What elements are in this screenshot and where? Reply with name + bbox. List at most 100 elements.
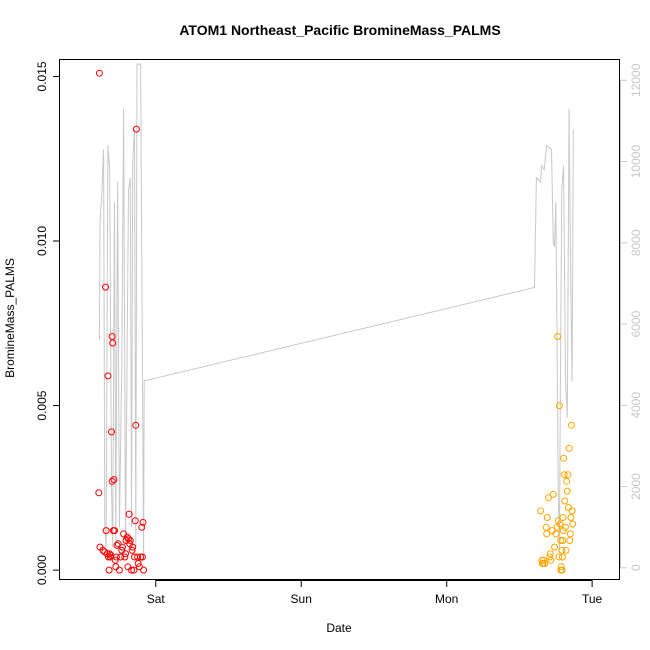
data-point [110,476,118,484]
data-point [566,530,574,538]
x-tick-label: Tue [582,592,603,606]
data-point [558,553,566,561]
data-point [545,494,552,502]
x-axis-label: Date [326,621,352,635]
data-point [105,566,113,574]
y2-tick-label: 10000 [629,145,643,179]
x-tick-label: Sun [291,592,312,606]
data-point [117,553,125,561]
data-point [558,566,566,574]
data-point [563,487,571,495]
data-point [554,333,562,340]
y2-tick-label: 6000 [629,310,643,337]
data-point [122,550,129,558]
data-point [132,421,140,429]
y-tick-label: 0.005 [35,390,49,420]
data-point [121,553,129,561]
data-point [138,523,146,531]
data-point [108,477,116,485]
data-point [102,527,110,535]
data-point [551,543,558,551]
data-point [561,497,569,505]
data-point [547,556,555,564]
line-series-layer [98,63,574,560]
y-tick-label: 0.000 [35,555,49,585]
data-point [559,514,567,521]
data-point [537,507,545,515]
data-point [125,535,132,543]
data-point [109,339,117,347]
data-point [131,517,139,525]
x-axis: Sat Sun Mon Tue [147,580,603,606]
y2-tick-label: 2000 [629,473,643,500]
data-point [558,546,566,554]
data-point [563,477,571,485]
data-point [104,372,112,380]
data-point [540,556,548,564]
y2-tick-label: 4000 [629,392,643,419]
data-point [560,454,568,462]
chart-title: ATOM1 Northeast_Pacific BromineMass_PALM… [179,22,500,38]
y-axis: 0.000 0.005 0.010 0.015 [35,61,60,585]
data-point [115,566,123,574]
data-point [126,537,134,544]
data-point [568,507,576,515]
data-point [543,530,551,538]
data-point [130,566,138,574]
data-point [95,489,103,497]
data-point [562,546,570,554]
data-point [549,490,557,498]
data-point [108,333,116,340]
data-point [128,546,136,554]
data-point [555,402,563,410]
data-point [106,550,114,558]
data-point [135,563,143,571]
data-point [138,553,146,561]
data-point [557,563,565,571]
x-tick-label: Mon [435,592,458,606]
y-axis-label: BromineMass_PALMS [3,258,17,378]
x-tick-label: Sat [147,592,166,606]
data-point [554,517,562,525]
data-point [140,566,148,574]
data-point [568,421,575,429]
data-point [134,560,142,567]
line-series [98,63,574,560]
data-point [112,553,120,561]
data-point [564,471,572,479]
y-tick-label: 0.015 [35,61,49,91]
y2-tick-label: 12000 [629,63,643,97]
data-point [559,527,567,535]
y2-tick-label: 0 [629,564,643,571]
data-point [95,69,103,77]
data-point [114,540,122,548]
y2-axis: 0 2000 4000 6000 8000 10000 12000 [620,63,643,571]
data-point [557,537,565,544]
data-point [546,553,554,561]
data-point [541,560,549,567]
data-point [102,283,109,291]
data-point [132,125,140,133]
data-point [542,523,550,531]
data-point [569,520,577,528]
data-point [567,514,575,521]
data-point [560,471,568,479]
data-point [108,428,115,436]
y2-tick-label: 8000 [629,229,643,256]
data-point [546,550,554,558]
data-point [128,566,135,574]
data-point [129,543,137,551]
data-point [552,530,560,538]
data-point [134,553,142,561]
data-point [555,553,563,561]
data-point [118,543,126,551]
data-point [543,514,551,521]
data-point [99,546,107,554]
data-point [565,444,573,452]
data-point [139,518,147,526]
points-layer [95,69,577,574]
data-point [556,520,564,528]
data-point [111,556,119,564]
